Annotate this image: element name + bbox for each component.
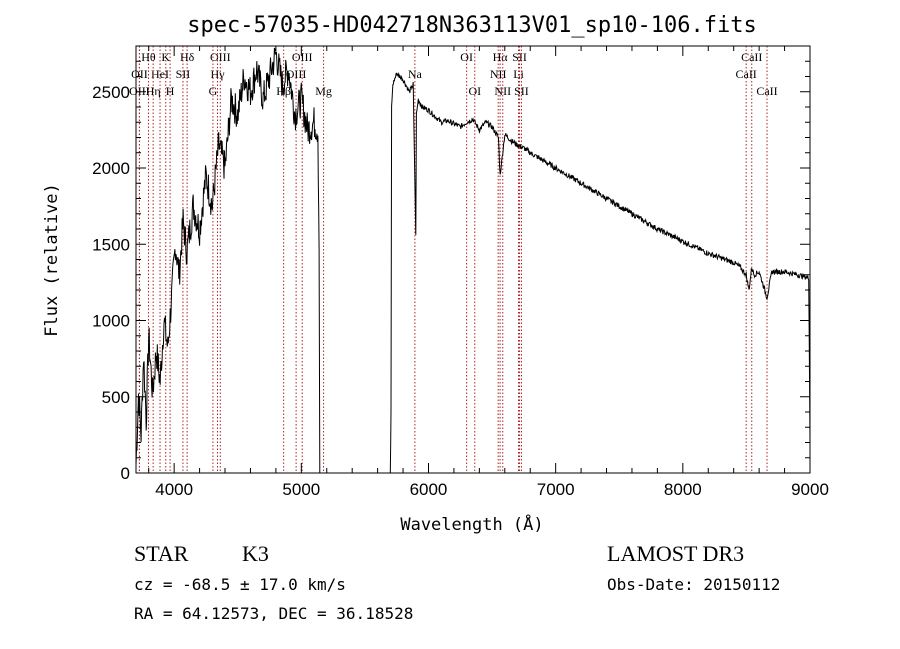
- y-tick-label: 2000: [92, 159, 130, 178]
- obs-date: Obs-Date: 20150112: [607, 575, 780, 594]
- x-tick-label: 9000: [791, 480, 829, 499]
- y-tick-label: 2500: [92, 83, 130, 102]
- x-tick-label: 4000: [155, 480, 193, 499]
- spectrum-line: [135, 47, 811, 474]
- line-marker-label: G: [209, 84, 218, 98]
- line-marker-label: CaII: [735, 67, 756, 81]
- line-marker-label: SII: [514, 84, 529, 98]
- redshift-text: cz = -68.5 ± 17.0 km/s: [134, 575, 346, 594]
- line-marker-label: K: [161, 50, 170, 64]
- line-marker-label: Hα: [493, 50, 509, 64]
- line-marker-label: CaII: [741, 50, 762, 64]
- x-tick-label: 7000: [537, 480, 575, 499]
- y-tick-label: 1000: [92, 312, 130, 331]
- x-tick-label: 5000: [282, 480, 320, 499]
- line-marker-label: OIII: [286, 67, 307, 81]
- line-marker-label: Hγ: [211, 67, 226, 81]
- line-marker-label: Hη: [146, 84, 161, 98]
- y-axis: 0 500 1000 1500 2000 2500: [92, 60, 810, 483]
- line-marker-label: NII: [490, 67, 507, 81]
- line-marker-label: Mg: [315, 84, 332, 98]
- y-axis-label: Flux (relative): [42, 183, 62, 337]
- line-marker-label: SII: [176, 67, 191, 81]
- line-marker-label: Hθ: [141, 50, 156, 64]
- chart-title: spec-57035-HD042718N363113V01_sp10-106.f…: [187, 13, 757, 38]
- x-axis: 4000 5000 6000 7000 8000 9000: [148, 46, 829, 499]
- line-marker-label: Na: [408, 67, 423, 81]
- line-marker-label: Hδ: [180, 50, 195, 64]
- x-axis-label: Wavelength (Å): [400, 513, 543, 535]
- survey-name: LAMOST DR3: [607, 541, 744, 566]
- line-marker-label: H: [166, 84, 175, 98]
- line-marker-label: OI: [468, 84, 481, 98]
- line-marker-label: SII: [512, 50, 527, 64]
- line-marker-label: OIII: [210, 50, 231, 64]
- line-marker-label: CaII: [756, 84, 777, 98]
- x-tick-label: 6000: [410, 480, 448, 499]
- line-marker-label: OIII: [129, 84, 150, 98]
- coordinates: RA = 64.12573, DEC = 36.18528: [134, 604, 413, 623]
- line-marker-label: OI: [460, 50, 473, 64]
- plot-frame: [135, 45, 811, 474]
- line-marker-label: NII: [494, 84, 511, 98]
- plot-area: [135, 47, 811, 474]
- y-tick-label: 1500: [92, 235, 130, 254]
- line-marker-label: Li: [513, 67, 524, 81]
- x-tick-label: 8000: [664, 480, 702, 499]
- y-tick-label: 500: [102, 388, 130, 407]
- object-class: STAR: [134, 541, 189, 566]
- line-marker-label: OIII: [292, 50, 313, 64]
- object-subclass: K3: [242, 541, 269, 566]
- line-marker-label: HeI: [151, 67, 169, 81]
- y-tick-label: 0: [121, 464, 130, 483]
